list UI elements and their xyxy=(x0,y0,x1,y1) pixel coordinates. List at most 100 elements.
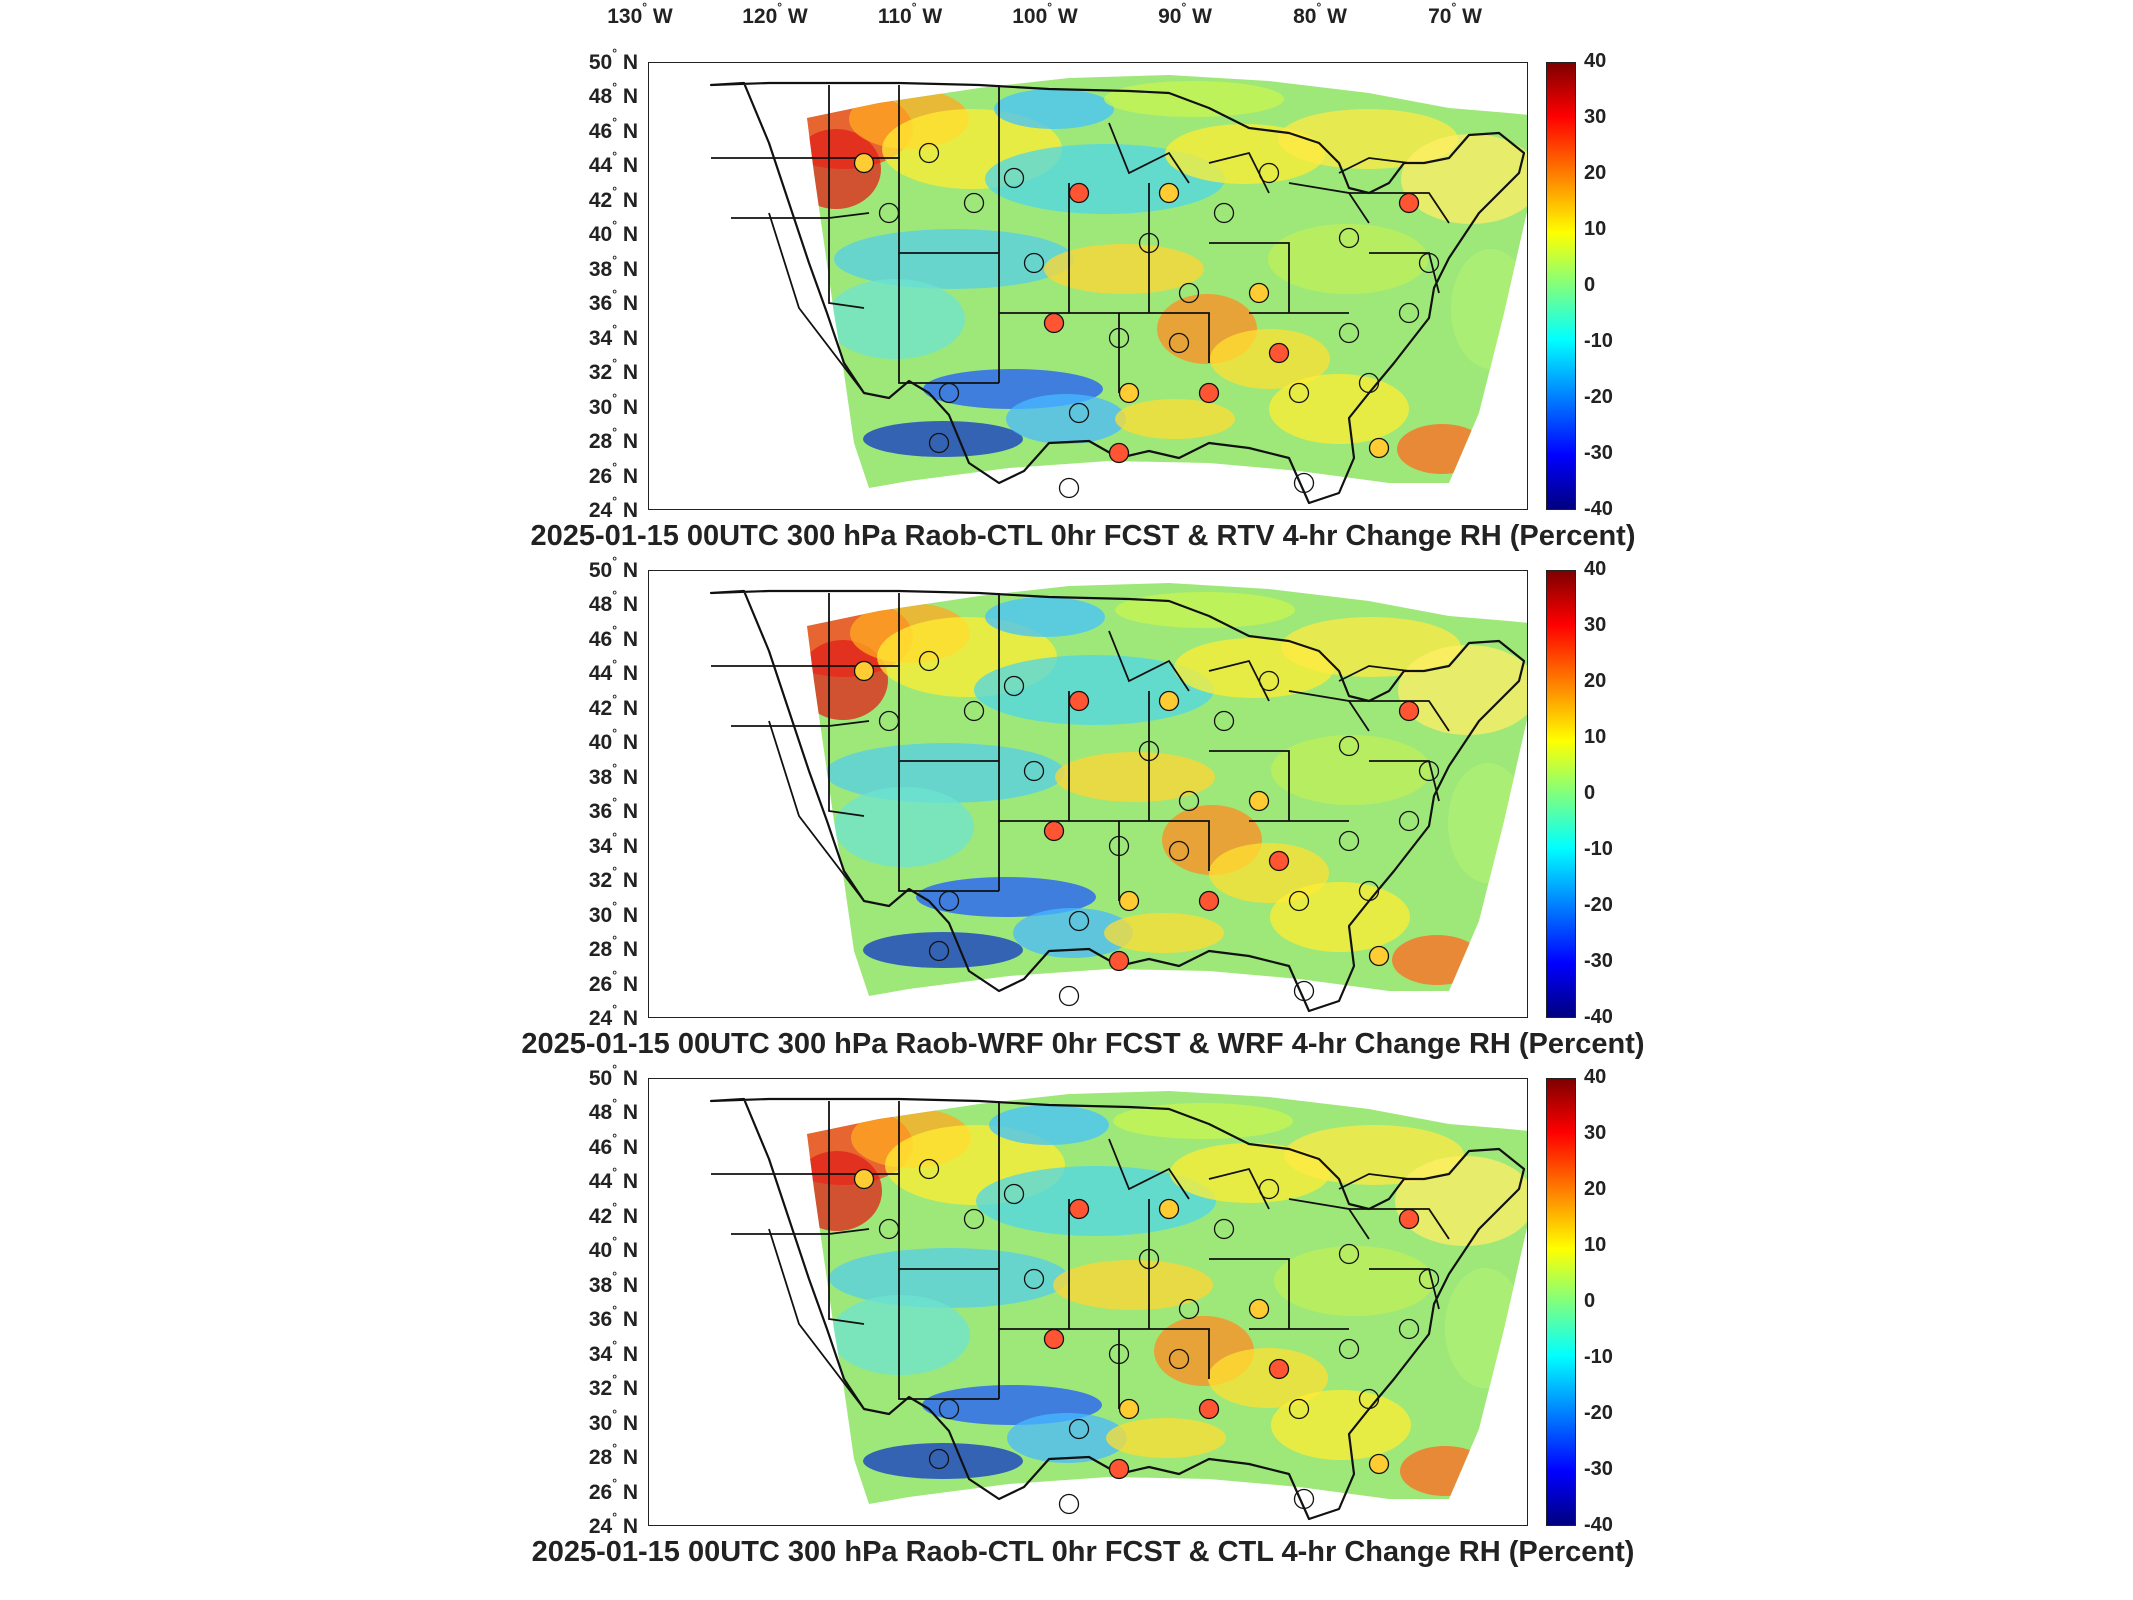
raob-station-marker xyxy=(1338,735,1360,757)
latitude-label: 42° N xyxy=(588,691,638,720)
raob-station-marker xyxy=(1068,402,1090,424)
colorbar-tick-label: -30 xyxy=(1584,1458,1613,1480)
raob-station-marker xyxy=(1248,282,1270,304)
panel-title: 2025-01-15 00UTC 300 hPa Raob-WRF 0hr FC… xyxy=(521,1028,1645,1060)
latitude-label: 44° N xyxy=(588,657,638,686)
longitude-label: 100° W xyxy=(1012,0,1078,28)
raob-station-marker xyxy=(963,1208,985,1230)
latitude-label: 26° N xyxy=(588,459,638,488)
raob-station-marker xyxy=(853,152,875,174)
raob-station-marker xyxy=(938,382,960,404)
raob-station-marker xyxy=(1338,830,1360,852)
raob-station-marker xyxy=(1158,182,1180,204)
raob-station-marker xyxy=(1368,1453,1390,1475)
raob-station-marker xyxy=(1288,382,1310,404)
raob-station-marker xyxy=(1198,890,1220,912)
map-plot xyxy=(648,62,1528,510)
raob-station-marker xyxy=(1003,1183,1025,1205)
latitude-label: 36° N xyxy=(588,1303,638,1332)
latitude-label: 34° N xyxy=(588,829,638,858)
colorbar-tick-label: -30 xyxy=(1584,950,1613,972)
colorbar xyxy=(1546,62,1576,510)
raob-station-marker xyxy=(963,700,985,722)
raob-station-marker xyxy=(1178,790,1200,812)
longitude-label: 90° W xyxy=(1158,0,1212,28)
raob-station-marker xyxy=(928,432,950,454)
raob-station-marker xyxy=(1213,202,1235,224)
colorbar-tick-label: 10 xyxy=(1584,1234,1607,1256)
latitude-label: 28° N xyxy=(588,933,638,962)
latitude-label: 26° N xyxy=(588,1475,638,1504)
colorbar-tick-label: 40 xyxy=(1584,50,1607,72)
colorbar-tick-label: -10 xyxy=(1584,1346,1613,1368)
latitude-label: 32° N xyxy=(588,1372,638,1401)
longitude-label: 110° W xyxy=(877,0,943,28)
raob-station-marker xyxy=(1003,167,1025,189)
raob-station-marker xyxy=(1358,880,1380,902)
raob-station-marker xyxy=(1288,1398,1310,1420)
raob-station-marker xyxy=(1358,1388,1380,1410)
raob-station-marker xyxy=(1338,227,1360,249)
colorbar-tick-label: 20 xyxy=(1584,162,1607,184)
raob-station-marker xyxy=(1258,1178,1280,1200)
raob-station-marker xyxy=(1248,1298,1270,1320)
raob-station-marker xyxy=(1178,282,1200,304)
latitude-label: 32° N xyxy=(588,356,638,385)
latitude-label: 44° N xyxy=(588,1165,638,1194)
colorbar-tick-label: 0 xyxy=(1584,274,1596,296)
colorbar xyxy=(1546,570,1576,1018)
colorbar-tick-label: -40 xyxy=(1584,1006,1613,1028)
raob-station-marker xyxy=(1398,302,1420,324)
latitude-label: 48° N xyxy=(588,80,638,109)
colorbar xyxy=(1546,1078,1576,1526)
raob-station-marker xyxy=(1288,890,1310,912)
latitude-label: 36° N xyxy=(588,795,638,824)
latitude-label: 46° N xyxy=(588,114,638,143)
raob-station-marker xyxy=(1418,1268,1440,1290)
colorbar-tick-label: 30 xyxy=(1584,614,1607,636)
latitude-label: 24° N xyxy=(588,1002,638,1030)
longitude-label: 130° W xyxy=(607,0,673,28)
colorbar-tick-label: 0 xyxy=(1584,782,1596,804)
raob-station-marker xyxy=(963,192,985,214)
latitude-label: 50° N xyxy=(588,554,638,582)
raob-station-marker xyxy=(1068,1418,1090,1440)
raob-station-marker xyxy=(853,1168,875,1190)
latitude-label: 26° N xyxy=(588,967,638,996)
raob-station-marker xyxy=(1058,1493,1080,1515)
raob-station-marker xyxy=(918,650,940,672)
raob-station-marker xyxy=(1068,182,1090,204)
latitude-label: 24° N xyxy=(588,494,638,522)
colorbar-tick-label: 20 xyxy=(1584,670,1607,692)
latitude-label: 32° N xyxy=(588,864,638,893)
latitude-label: 30° N xyxy=(588,390,638,419)
colorbar-tick-label: -20 xyxy=(1584,894,1613,916)
raob-station-marker xyxy=(1293,1488,1315,1510)
raob-station-marker xyxy=(1118,890,1140,912)
raob-station-marker xyxy=(1338,1243,1360,1265)
latitude-label: 28° N xyxy=(588,1441,638,1470)
raob-station-marker xyxy=(938,890,960,912)
colorbar-tick-label: 40 xyxy=(1584,558,1607,580)
latitude-label: 28° N xyxy=(588,425,638,454)
latitude-label: 24° N xyxy=(588,1510,638,1538)
latitude-label: 40° N xyxy=(588,218,638,247)
raob-station-marker xyxy=(1168,1348,1190,1370)
latitude-label: 46° N xyxy=(588,1130,638,1159)
raob-station-marker xyxy=(1158,1198,1180,1220)
colorbar-tick-label: 30 xyxy=(1584,1122,1607,1144)
longitude-label: 120° W xyxy=(742,0,808,28)
latitude-label: 38° N xyxy=(588,760,638,789)
raob-station-marker xyxy=(1168,332,1190,354)
latitude-label: 48° N xyxy=(588,1096,638,1125)
raob-station-marker xyxy=(1258,162,1280,184)
raob-station-marker xyxy=(1338,1338,1360,1360)
colorbar-tick-label: -10 xyxy=(1584,838,1613,860)
raob-station-marker xyxy=(918,142,940,164)
latitude-label: 30° N xyxy=(588,1406,638,1435)
colorbar-tick-label: 20 xyxy=(1584,1178,1607,1200)
longitude-label: 80° W xyxy=(1293,0,1347,28)
colorbar-tick-label: 0 xyxy=(1584,1290,1596,1312)
map-plot xyxy=(648,570,1528,1018)
raob-station-marker xyxy=(1043,1328,1065,1350)
